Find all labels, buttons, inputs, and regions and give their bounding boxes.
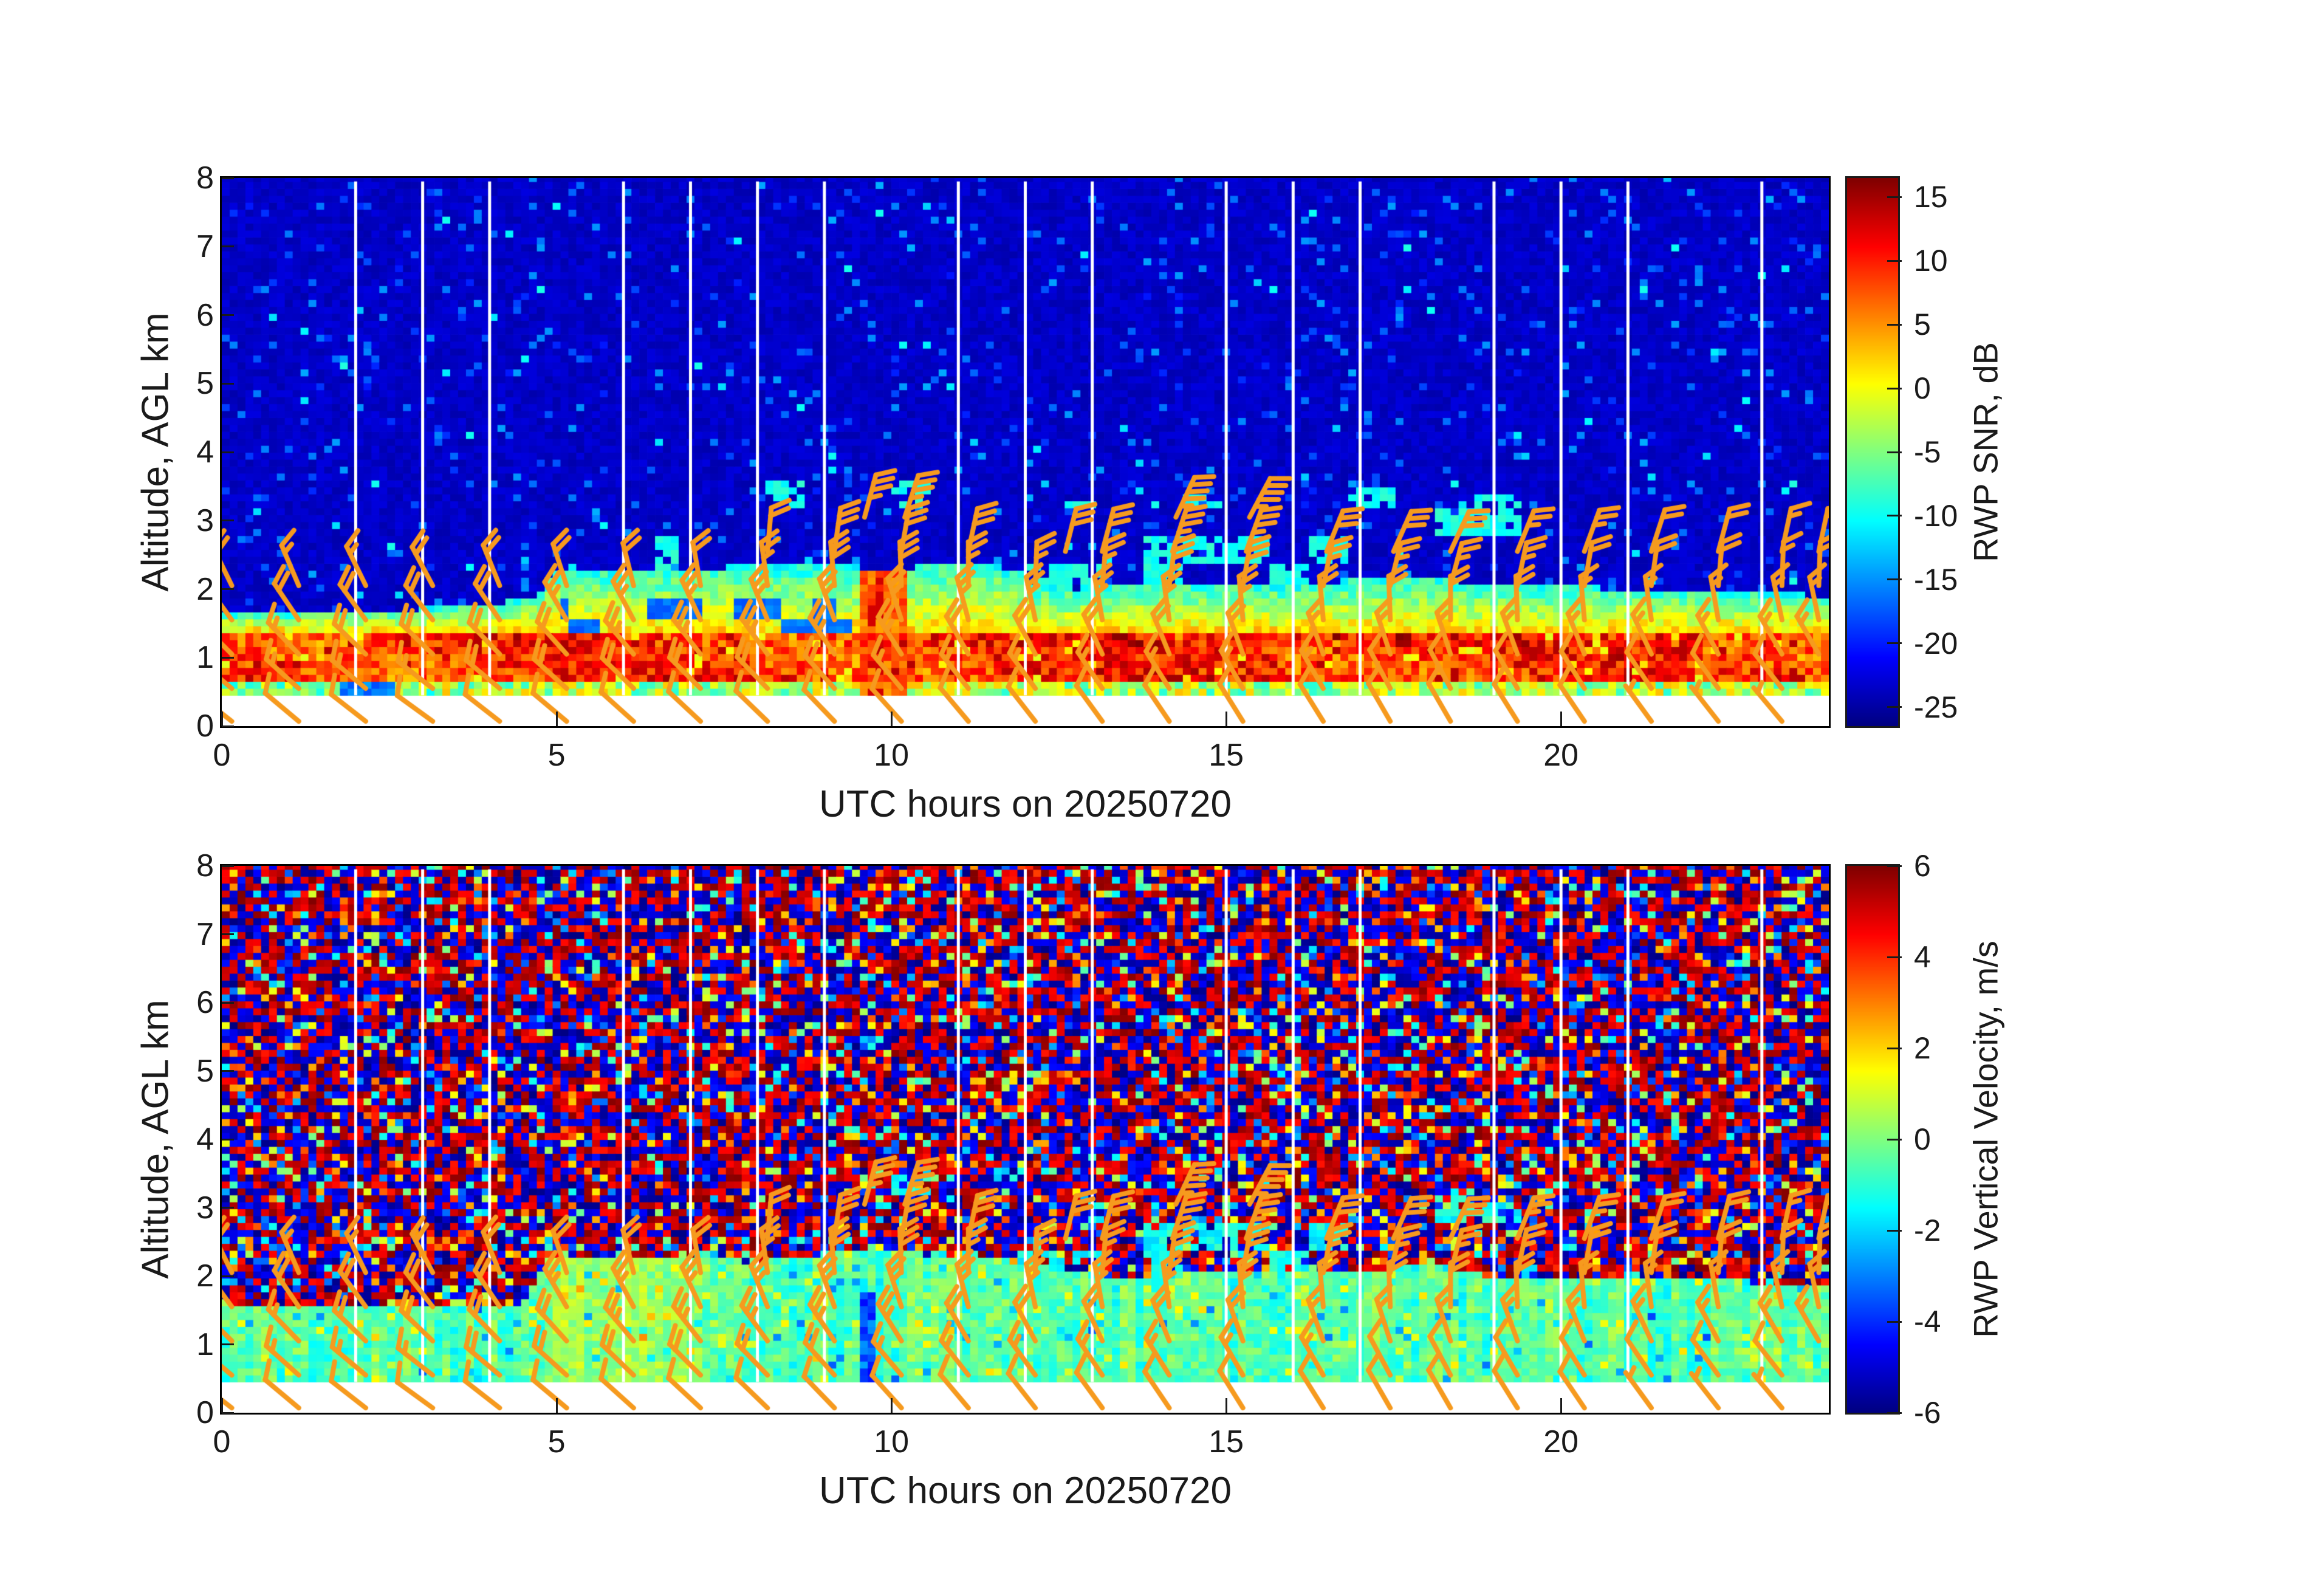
y-tick-label: 5 (196, 1053, 214, 1089)
colorbar-tick-label: -5 (1914, 435, 1941, 469)
y-tick-label: 8 (196, 848, 214, 883)
x-axis-label-bottom: UTC hours on 20250720 (818, 1470, 1232, 1512)
x-axis-tick (1560, 1398, 1562, 1413)
y-tick-label: 6 (196, 985, 214, 1020)
colorbar-tick-label: -10 (1914, 498, 1958, 533)
y-axis-tick (222, 451, 234, 453)
x-axis-tick (555, 712, 558, 726)
colorbar-tick (1887, 865, 1902, 867)
colorbar-tick (1887, 1138, 1902, 1141)
colorbar-tick-label: 2 (1914, 1031, 1931, 1065)
y-tick-label: 1 (196, 640, 214, 676)
y-axis-tick (222, 1343, 234, 1345)
y-tick-label: 7 (196, 228, 214, 264)
vertical-velocity-heatmap-panel (220, 864, 1831, 1415)
colorbar-tick (1887, 956, 1902, 958)
colorbar-tick-label: -20 (1914, 626, 1958, 660)
y-tick-label: 0 (196, 708, 214, 744)
x-axis-tick (555, 1398, 558, 1413)
x-tick-label: 20 (1543, 1424, 1579, 1460)
y-tick-label: 2 (196, 1258, 214, 1294)
y-axis-tick (222, 520, 234, 522)
colorbar-tick-label: 0 (1914, 371, 1931, 406)
colorbar-tick-label: -2 (1914, 1213, 1941, 1247)
x-axis-tick (890, 712, 893, 726)
y-axis-tick (222, 1275, 234, 1277)
colorbar-tick (1887, 259, 1902, 262)
y-axis-tick (222, 314, 234, 316)
colorbar-tick-label: -6 (1914, 1396, 1941, 1430)
colorbar-tick-label: 5 (1914, 307, 1931, 342)
x-tick-label: 10 (874, 738, 909, 773)
y-tick-label: 1 (196, 1326, 214, 1362)
colorbar-tick-label: 6 (1914, 849, 1931, 883)
colorbar-tick-label: 15 (1914, 180, 1948, 214)
y-axis-tick (222, 177, 234, 179)
colorbar-tick (1887, 387, 1902, 389)
y-tick-label: 2 (196, 571, 214, 607)
snr-heatmap-panel (220, 176, 1831, 728)
colorbar-tick (1887, 642, 1902, 645)
y-tick-label: 0 (196, 1395, 214, 1430)
x-tick-label: 10 (874, 1424, 909, 1460)
colorbar-tick-label: -4 (1914, 1305, 1941, 1339)
y-tick-label: 4 (196, 1122, 214, 1157)
x-tick-label: 0 (213, 738, 231, 773)
vertical-velocity-heatmap-canvas (222, 866, 1829, 1413)
colorbar-tick (1887, 1320, 1902, 1323)
y-axis-tick (222, 933, 234, 935)
x-axis-tick (221, 1398, 223, 1413)
x-axis-tick (890, 1398, 893, 1413)
colorbar-tick (1887, 196, 1902, 198)
snr-heatmap-canvas (222, 178, 1829, 726)
y-axis-tick (222, 725, 234, 727)
colorbar-tick (1887, 451, 1902, 453)
colorbar-tick-label: 10 (1914, 244, 1948, 278)
y-axis-tick (222, 1001, 234, 1004)
y-axis-tick (222, 1411, 234, 1414)
colorbar-tick (1887, 1411, 1902, 1414)
x-axis-tick (1225, 712, 1227, 726)
y-tick-label: 7 (196, 916, 214, 952)
y-axis-tick (222, 656, 234, 659)
colorbar-tick-label: 4 (1914, 940, 1931, 974)
x-tick-label: 15 (1208, 1424, 1244, 1460)
y-tick-label: 8 (196, 160, 214, 196)
colorbar-tick-label: 0 (1914, 1122, 1931, 1156)
y-axis-tick (222, 1138, 234, 1141)
colorbar-tick (1887, 1047, 1902, 1049)
y-tick-label: 5 (196, 366, 214, 402)
colorbar-tick-label: -25 (1914, 690, 1958, 724)
colorbar-tick-label: -15 (1914, 562, 1958, 597)
x-tick-label: 5 (547, 738, 566, 773)
x-tick-label: 5 (547, 1424, 566, 1460)
x-axis-label-top: UTC hours on 20250720 (818, 783, 1232, 825)
y-axis-tick (222, 382, 234, 385)
x-axis-tick (221, 712, 223, 726)
x-axis-tick (1225, 1398, 1227, 1413)
y-axis-tick (222, 1207, 234, 1209)
colorbar-tick (1887, 323, 1902, 326)
colorbar-tick (1887, 515, 1902, 517)
x-axis-tick (1560, 712, 1562, 726)
y-axis-tick (222, 588, 234, 590)
y-tick-label: 4 (196, 434, 214, 470)
y-tick-label: 3 (196, 1190, 214, 1226)
x-tick-label: 20 (1543, 738, 1579, 773)
colorbar-tick (1887, 1229, 1902, 1232)
x-tick-label: 0 (213, 1424, 231, 1460)
colorbar-tick (1887, 578, 1902, 581)
y-axis-tick (222, 245, 234, 248)
y-axis-tick (222, 865, 234, 867)
y-axis-tick (222, 1070, 234, 1072)
y-tick-label: 6 (196, 297, 214, 333)
y-tick-label: 3 (196, 503, 214, 538)
x-tick-label: 15 (1208, 738, 1244, 773)
colorbar-tick (1887, 706, 1902, 708)
